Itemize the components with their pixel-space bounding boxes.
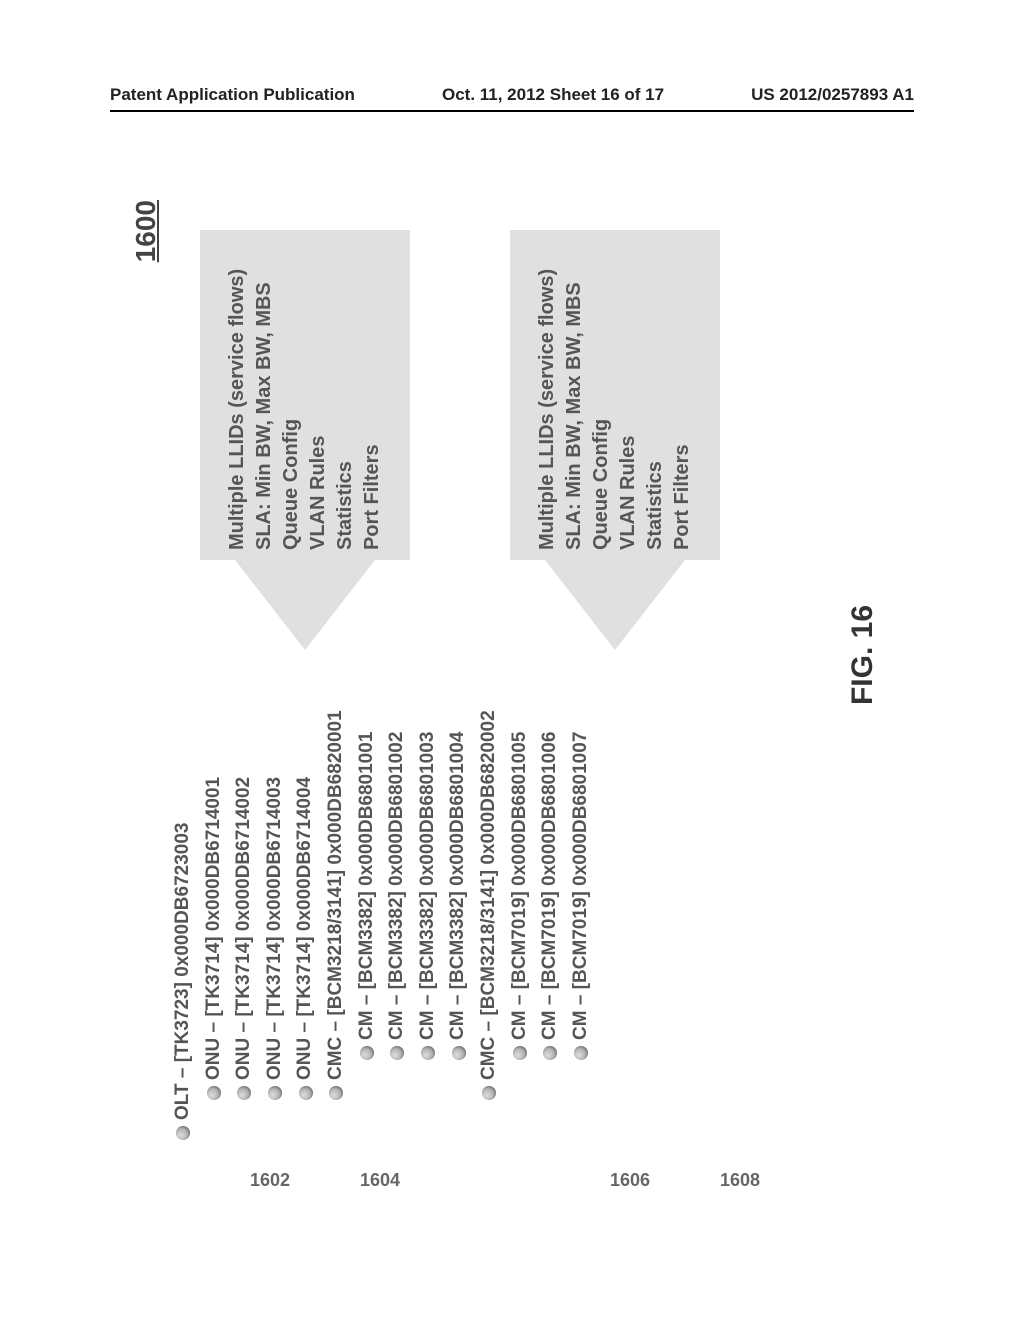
cm-item: CM – [BCM3382] 0x000DB6801004 <box>445 710 472 1060</box>
bullet-icon <box>543 1046 557 1060</box>
bullet-icon <box>207 1086 221 1100</box>
device-tree: OLT – [TK3723] 0x000DB6723003 ONU – [TK3… <box>170 710 598 1140</box>
bullet-icon <box>390 1046 404 1060</box>
callout-line: Multiple LLIDs (service flows) <box>534 254 561 550</box>
callout-line: VLAN Rules <box>615 254 642 550</box>
ref-1606: 1606 <box>610 1170 650 1191</box>
bullet-icon <box>421 1046 435 1060</box>
cmc-label: CMC – [BCM3218/3141] 0x000DB6820001 <box>323 710 350 1080</box>
ref-1602: 1602 <box>250 1170 290 1191</box>
onu-label: ONU – [TK3714] 0x000DB6714004 <box>292 777 319 1080</box>
header-right: US 2012/0257893 A1 <box>751 85 914 105</box>
cm-label: CM – [BCM3382] 0x000DB6801003 <box>415 732 442 1040</box>
cmc-item: CMC – [BCM3218/3141] 0x000DB6820001 <box>323 710 350 1100</box>
bullet-icon <box>574 1046 588 1060</box>
cm-item: CM – [BCM3382] 0x000DB6801002 <box>384 710 411 1060</box>
ref-1604: 1604 <box>360 1170 400 1191</box>
cm-item: CM – [BCM3382] 0x000DB6801003 <box>415 710 442 1060</box>
cm-label: CM – [BCM7019] 0x000DB6801005 <box>507 732 534 1040</box>
cmc2-row: CMC – [BCM3218/3141] 0x000DB6820002 <box>476 710 503 1100</box>
callout-box: Multiple LLIDs (service flows) SLA: Min … <box>510 230 720 560</box>
cmc-label: CMC – [BCM3218/3141] 0x000DB6820002 <box>476 710 503 1080</box>
onu-label: ONU – [TK3714] 0x000DB6714002 <box>231 777 258 1080</box>
header-left: Patent Application Publication <box>110 85 355 105</box>
callout-arrow-icon <box>545 560 685 650</box>
callout-box: Multiple LLIDs (service flows) SLA: Min … <box>200 230 410 560</box>
bullet-icon <box>329 1086 343 1100</box>
cm-group-1: CM – [BCM3382] 0x000DB6801001 CM – [BCM3… <box>354 710 472 1060</box>
cm-item: CM – [BCM7019] 0x000DB6801006 <box>537 710 564 1060</box>
bullet-icon <box>513 1046 527 1060</box>
onu-item: ONU – [TK3714] 0x000DB6714001 <box>201 710 228 1100</box>
onu-group: ONU – [TK3714] 0x000DB6714001 ONU – [TK3… <box>201 710 350 1100</box>
callout-line: Statistics <box>642 254 669 550</box>
bullet-icon <box>237 1086 251 1100</box>
cm-label: CM – [BCM7019] 0x000DB6801007 <box>568 732 595 1040</box>
bullet-icon <box>176 1126 190 1140</box>
onu-item: ONU – [TK3714] 0x000DB6714003 <box>262 710 289 1100</box>
header-center: Oct. 11, 2012 Sheet 16 of 17 <box>442 85 664 105</box>
callout-line: Queue Config <box>278 254 305 550</box>
onu-label: ONU – [TK3714] 0x000DB6714001 <box>201 777 228 1080</box>
callout-line: SLA: Min BW, Max BW, MBS <box>251 254 278 550</box>
onu-item: ONU – [TK3714] 0x000DB6714002 <box>231 710 258 1100</box>
callout-line: Queue Config <box>588 254 615 550</box>
cm-label: CM – [BCM3382] 0x000DB6801004 <box>445 732 472 1040</box>
cmc-item: CMC – [BCM3218/3141] 0x000DB6820002 <box>476 710 503 1100</box>
callout-line: SLA: Min BW, Max BW, MBS <box>561 254 588 550</box>
cm-label: CM – [BCM7019] 0x000DB6801006 <box>537 732 564 1040</box>
cm-group-2: CM – [BCM7019] 0x000DB6801005 CM – [BCM7… <box>507 710 595 1060</box>
tree-root: OLT – [TK3723] 0x000DB6723003 <box>170 710 197 1140</box>
bullet-icon <box>360 1046 374 1060</box>
bullet-icon <box>268 1086 282 1100</box>
bullet-icon <box>299 1086 313 1100</box>
root-label: OLT – [TK3723] 0x000DB6723003 <box>170 823 197 1120</box>
cm-item: CM – [BCM3382] 0x000DB6801001 <box>354 710 381 1060</box>
callout-line: VLAN Rules <box>305 254 332 550</box>
figure-area: 1600 1602 1604 1606 1608 OLT – [TK3723] … <box>0 260 1020 1050</box>
callout-line: Port Filters <box>359 254 386 550</box>
figure-caption: FIG. 16 <box>846 605 880 705</box>
onu-item: ONU – [TK3714] 0x000DB6714004 <box>292 710 319 1100</box>
cm-item: CM – [BCM7019] 0x000DB6801007 <box>568 710 595 1060</box>
cm-label: CM – [BCM3382] 0x000DB6801001 <box>354 732 381 1040</box>
cm-item: CM – [BCM7019] 0x000DB6801005 <box>507 710 534 1060</box>
callout-line: Multiple LLIDs (service flows) <box>224 254 251 550</box>
callout-1: Multiple LLIDs (service flows) SLA: Min … <box>200 230 410 650</box>
figure-inner: 1600 1602 1604 1606 1608 OLT – [TK3723] … <box>110 140 900 1170</box>
callout-2: Multiple LLIDs (service flows) SLA: Min … <box>510 230 720 650</box>
figure-ref-number: 1600 <box>130 200 162 262</box>
ref-1608: 1608 <box>720 1170 760 1191</box>
bullet-icon <box>452 1046 466 1060</box>
onu-label: ONU – [TK3714] 0x000DB6714003 <box>262 777 289 1080</box>
header-rule <box>110 110 914 112</box>
callout-line: Port Filters <box>669 254 696 550</box>
callout-arrow-icon <box>235 560 375 650</box>
callout-line: Statistics <box>332 254 359 550</box>
bullet-icon <box>482 1086 496 1100</box>
cm-label: CM – [BCM3382] 0x000DB6801002 <box>384 732 411 1040</box>
page-header: Patent Application Publication Oct. 11, … <box>0 85 1024 105</box>
